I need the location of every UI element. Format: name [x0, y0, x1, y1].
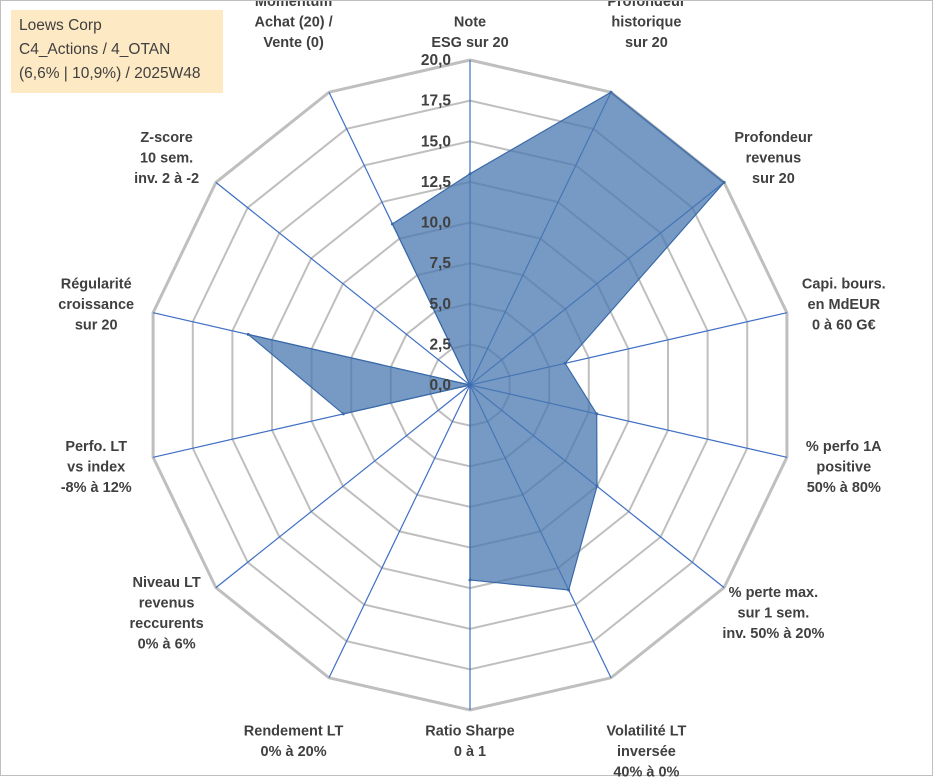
axis-label: Z-score 10 sem. inv. 2 à -2: [134, 130, 199, 187]
tick-label: 15,0: [421, 133, 451, 150]
axis-label: Capi. bours. en MdEUR 0 à 60 G€: [802, 276, 886, 333]
axis-label: Niveau LT revenus reccurents 0% à 6%: [130, 575, 204, 653]
data-point: [341, 412, 345, 416]
axis-label: Note ESG sur 20: [431, 14, 508, 51]
axis-label: Ratio Sharpe 0 à 1: [425, 723, 514, 760]
axis-spoke: [215, 181, 471, 386]
data-point: [595, 412, 599, 416]
tick-label: 20,0: [421, 52, 451, 69]
tick-label: 2,5: [429, 336, 451, 353]
title-line-company: Loews Corp: [19, 17, 102, 34]
tick-label: 12,5: [421, 174, 452, 191]
axis-label: % perte max. sur 1 sem. inv. 50% à 20%: [722, 585, 824, 642]
data-point: [468, 383, 472, 387]
axis-label: Profondeur historique sur 20: [607, 1, 685, 51]
data-point: [468, 172, 472, 176]
data-point: [595, 484, 599, 488]
series-area: [247, 91, 725, 591]
axis-label: Momentum Achat (20) / Vente (0): [255, 1, 333, 51]
tick-label: 17,5: [421, 93, 452, 110]
data-point: [563, 361, 567, 365]
axis-label: Profondeur revenus sur 20: [734, 130, 812, 187]
axis-label: Volatilité LT inversée 40% à 0%: [606, 723, 686, 777]
data-point: [468, 578, 472, 582]
axis-spoke: [215, 384, 471, 589]
axis-label: Rendement LT 0% à 20%: [244, 723, 344, 760]
title-box: Loews Corp C4_Actions / 4_OTAN (6,6% | 1…: [11, 10, 223, 93]
data-point: [609, 90, 613, 94]
data-point: [722, 180, 726, 184]
title-line-stats: (6,6% | 10,9%) / 2025W48: [19, 65, 201, 82]
radar-series: [246, 90, 726, 592]
axis-label: Régularité croissance sur 20: [58, 276, 134, 333]
tick-label: 7,5: [429, 255, 451, 272]
axis-label: % perfo 1A positive 50% à 80%: [806, 439, 882, 496]
axis-label: Perfo. LT vs index -8% à 12%: [61, 439, 132, 496]
tick-label: 0,0: [429, 377, 451, 394]
data-point: [390, 222, 394, 226]
axis-spoke: [328, 384, 471, 679]
data-point: [246, 332, 250, 336]
tick-label: 5,0: [429, 296, 451, 313]
data-point: [567, 588, 571, 592]
tick-label: 10,0: [421, 215, 451, 232]
radar-tick-labels: 0,0 2,5 5,0 7,5 10,0 12,5 15,0 17,5 20,0: [421, 52, 452, 394]
radar-axis-labels: Note ESG sur 20 Profondeur historique sur 20…: [58, 1, 885, 777]
title-line-category: C4_Actions / 4_OTAN: [19, 41, 171, 58]
